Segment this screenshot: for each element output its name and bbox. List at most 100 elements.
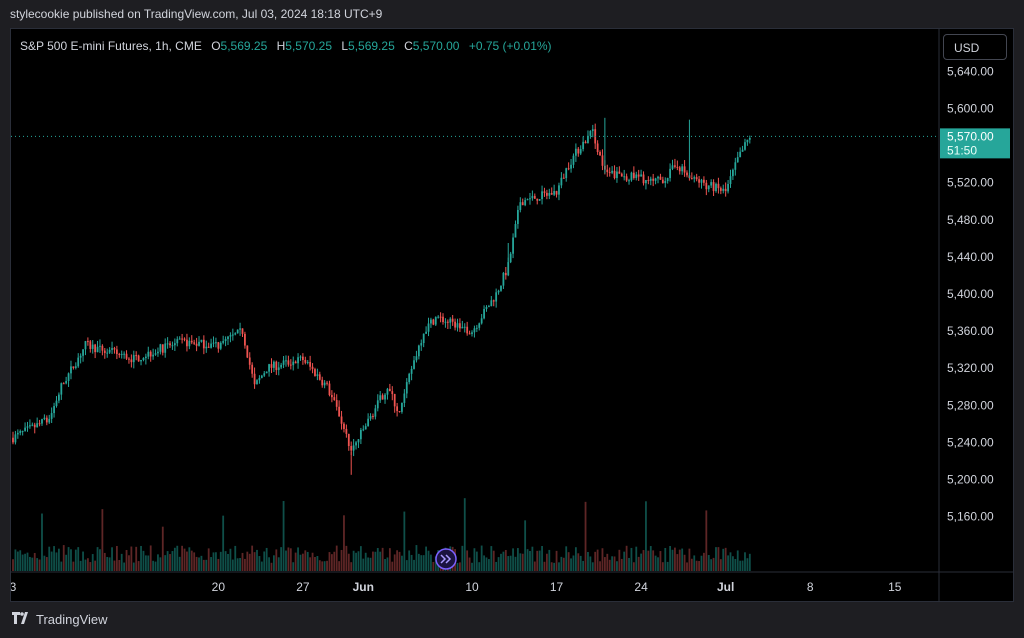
volume-bar — [84, 559, 87, 571]
price-chart[interactable]: 5,160.00 5,200.00 5,240.00 5,280.00 5,320.00… — [11, 29, 1013, 601]
candle-body — [335, 400, 338, 407]
volume-bar — [461, 545, 464, 571]
volume-bar — [108, 557, 111, 571]
low-value: 5,569.25 — [348, 39, 395, 53]
volume-bar — [188, 547, 191, 571]
volume-bar — [231, 559, 234, 571]
candle-body — [553, 191, 556, 195]
volume-bar — [572, 555, 575, 571]
candle-body — [695, 177, 698, 180]
candle-body — [490, 300, 493, 307]
candle-body — [521, 202, 524, 206]
candle-body — [420, 343, 423, 346]
volume-bar — [166, 551, 169, 571]
volume-bar — [152, 560, 155, 571]
candle-body — [729, 176, 732, 184]
volume-bar — [603, 557, 606, 571]
candle-body — [442, 316, 444, 323]
volume-bar — [616, 561, 618, 571]
volume-bar — [517, 548, 519, 571]
candle-body — [417, 345, 420, 357]
candle-body — [74, 366, 77, 368]
candle-body — [282, 360, 285, 365]
candle-body — [355, 442, 357, 446]
volume-bar — [217, 558, 220, 571]
volume-bar — [744, 552, 746, 571]
volume-bar — [570, 558, 572, 571]
volume-bar — [741, 560, 744, 571]
candle-body — [113, 348, 116, 350]
candle-body — [526, 199, 529, 201]
volume-bar — [306, 551, 309, 571]
volume-bar — [386, 557, 389, 571]
volume-bar — [263, 551, 266, 571]
volume-bar — [241, 552, 244, 571]
chart-frame[interactable]: 5,160.00 5,200.00 5,240.00 5,280.00 5,320.00… — [10, 28, 1014, 602]
candle-body — [529, 198, 531, 200]
candle-body — [316, 374, 319, 376]
candle-body — [289, 364, 292, 366]
candle-body — [265, 371, 268, 374]
volume-bar — [502, 551, 505, 571]
volume-bar — [38, 559, 41, 571]
candle-body — [647, 180, 650, 182]
candle-body — [287, 360, 290, 365]
volume-bar — [698, 561, 700, 571]
volume-bar — [60, 561, 63, 571]
candle-body — [125, 353, 128, 359]
volume-bar — [205, 559, 208, 571]
volume-bar — [86, 558, 89, 571]
volume-bar — [161, 526, 164, 571]
candle-body — [393, 394, 396, 407]
candle-body — [705, 182, 708, 190]
candle-body — [681, 166, 684, 172]
tradingview-brand[interactable]: TradingView — [12, 612, 108, 627]
candle-body — [14, 434, 17, 443]
volume-bar — [538, 550, 541, 571]
volume-bar — [548, 549, 551, 571]
candle-body — [128, 358, 130, 360]
volume-bar — [50, 551, 53, 571]
replay-marker-icon[interactable] — [435, 548, 457, 570]
volume-bar — [210, 557, 212, 571]
volume-bar — [186, 551, 188, 571]
currency-button[interactable]: USD — [943, 34, 1007, 60]
volume-bar — [106, 556, 109, 571]
candle-body — [401, 402, 403, 412]
volume-bar — [113, 560, 116, 571]
volume-bar — [403, 511, 406, 571]
candle-body — [403, 393, 406, 403]
volume-bar — [678, 549, 681, 571]
volume-bar — [492, 550, 495, 571]
volume-bar — [14, 549, 17, 571]
candle-body — [217, 342, 220, 349]
candle-body — [239, 328, 241, 330]
volume-bar — [541, 545, 543, 571]
volume-bar — [427, 550, 430, 571]
volume-bar — [526, 549, 529, 571]
candle-body — [48, 418, 51, 423]
candle-body — [381, 395, 384, 400]
candle-body — [157, 351, 159, 354]
candle-body — [251, 364, 254, 374]
candle-body — [514, 223, 517, 238]
candle-body — [248, 357, 251, 365]
candle-body — [24, 427, 26, 431]
candle-body — [599, 152, 601, 156]
candle-body — [437, 316, 440, 318]
candle-body — [340, 416, 343, 424]
candle-body — [434, 317, 437, 325]
volume-bar — [391, 561, 394, 571]
volume-bar — [565, 546, 568, 571]
volume-bar — [509, 555, 512, 571]
candle-body — [43, 417, 46, 420]
candle-body — [359, 429, 362, 440]
candle-body — [524, 200, 527, 206]
candle-body — [719, 188, 722, 191]
y-tick-label: 5,200.00 — [947, 472, 994, 486]
candle-body — [36, 423, 39, 428]
candle-body — [577, 148, 580, 154]
volume-bar — [647, 550, 650, 571]
volume-bar — [227, 553, 229, 571]
candle-body — [570, 164, 572, 169]
